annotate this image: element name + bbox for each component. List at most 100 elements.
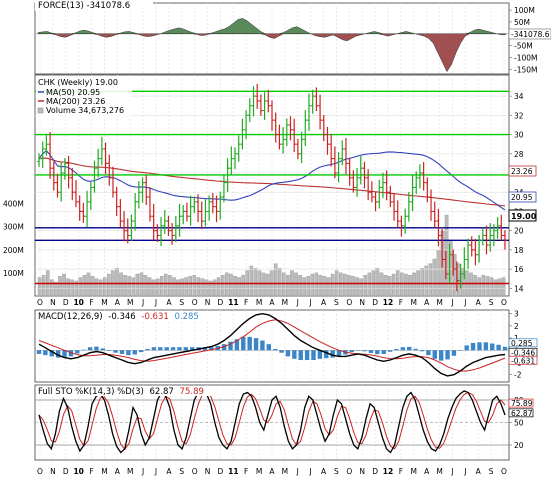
volume-bar	[428, 263, 433, 297]
volume-legend-swatch	[37, 107, 44, 114]
volume-bar	[98, 279, 103, 297]
ma50-line	[38, 149, 506, 211]
volume-bar	[212, 279, 217, 297]
volume-bar	[62, 273, 66, 297]
month-tick-label: O	[346, 298, 352, 307]
volume-bar	[282, 272, 286, 297]
volume-bar	[420, 268, 424, 297]
macd-panel: 3210-1-2 MACD(12,26,9) -0.346 -0.631 0.2…	[34, 309, 538, 383]
volume-bar	[184, 277, 188, 297]
volume-bar	[102, 277, 107, 297]
month-tick-label: S	[179, 467, 184, 476]
volume-bar	[188, 276, 192, 297]
volume-bar	[367, 272, 372, 297]
month-tick-label: J	[450, 298, 453, 307]
macd-histogram-bar	[247, 336, 252, 351]
force-tick-label: -50M	[514, 42, 533, 51]
month-tick-label: S	[179, 298, 184, 307]
month-tick-label: O	[192, 467, 198, 476]
month-tick-label: M	[127, 467, 133, 476]
ma50-path	[38, 149, 506, 211]
month-tick-label: M	[411, 467, 417, 476]
volume-y-axis: 400M 300M 200M 100M	[3, 200, 24, 278]
month-tick-label: N	[359, 298, 365, 307]
volume-bar	[164, 273, 168, 297]
volume-bar	[318, 275, 323, 297]
month-tick-label: S	[334, 467, 339, 476]
month-tick-label: O	[501, 298, 507, 307]
last-close-label: 19.00	[511, 212, 537, 221]
month-tick-label: O	[37, 467, 43, 476]
force-value-flag	[508, 28, 551, 40]
month-tick-label: D	[372, 467, 378, 476]
month-tick-label: 12	[383, 298, 393, 307]
macd-histogram-bar	[483, 342, 489, 351]
month-tick-label: M	[282, 298, 288, 307]
macd-histogram-bar	[164, 347, 169, 351]
month-tick-label: D	[218, 298, 224, 307]
macd-histogram-bar	[151, 347, 157, 351]
volume-bar	[436, 249, 441, 297]
macd-histogram-bar	[209, 347, 214, 351]
volume-bar	[253, 268, 258, 297]
macd-histogram-bar	[260, 340, 265, 351]
macd-histogram-bar	[202, 347, 208, 351]
price-tick-label: 30	[514, 131, 524, 140]
force-tick-label: -150M	[514, 65, 538, 74]
month-tick-label: M	[411, 298, 417, 307]
macd-legend-signal: -0.631	[141, 312, 168, 322]
macd-histogram-bar	[324, 350, 329, 359]
volume-bar	[379, 272, 384, 297]
macd-histogram-bar	[426, 350, 431, 356]
volume-bar	[432, 258, 437, 297]
price-tick-label: 32	[514, 111, 524, 120]
sto-value-label: 75.89	[511, 399, 533, 408]
macd-histogram-bar	[221, 344, 227, 351]
force-tick-label: -100M	[514, 53, 538, 62]
macd-lines	[38, 312, 506, 377]
symbol-legend: CHK (Weekly) 19.00	[38, 78, 118, 87]
volume-bar	[400, 272, 404, 297]
volume-bar	[241, 275, 245, 297]
volume-bar	[286, 275, 290, 297]
month-tick-label: 11	[228, 467, 238, 476]
price-tick-label: 28	[514, 150, 524, 159]
sto-tick-label: 50	[514, 419, 524, 428]
volume-bar	[119, 272, 123, 297]
volume-bar	[375, 268, 380, 297]
volume-bar	[90, 276, 95, 297]
macd-histogram-bar	[62, 350, 67, 358]
ma50-legend: MA(50) 20.95	[46, 88, 100, 97]
month-tick-label: N	[359, 467, 365, 476]
macd-legend-box	[36, 311, 218, 321]
macd-histogram-bar	[496, 344, 501, 351]
volume-bar	[306, 276, 311, 297]
month-tick-label: N	[50, 467, 56, 476]
month-tick-label: J	[296, 467, 299, 476]
month-tick-label: O	[192, 298, 198, 307]
volume-tick-label: 200M	[3, 246, 24, 255]
volume-bar	[180, 278, 184, 297]
macd-value-flag	[508, 355, 538, 365]
force-tick-label: 100M	[514, 6, 535, 15]
month-tick-label: 10	[73, 467, 83, 476]
month-tick-label: D	[63, 467, 69, 476]
macd-legend-name: MACD(12,26,9)	[38, 312, 103, 322]
macd-tick-label: -2	[514, 371, 522, 380]
month-tick-label: J	[296, 298, 299, 307]
volume-bar	[473, 275, 477, 297]
month-tick-label: A	[166, 467, 172, 476]
volume-bar	[314, 272, 319, 297]
macd-value-label: -0.346	[511, 348, 535, 357]
volume-bar	[363, 275, 367, 297]
volume-bar	[82, 275, 87, 297]
month-tick-label: N	[205, 298, 211, 307]
macd-histogram-bar	[183, 347, 189, 351]
macd-histogram-bar	[49, 350, 54, 357]
volume-bar	[310, 273, 315, 297]
month-tick-label: F	[244, 467, 248, 476]
volume-bar	[86, 272, 91, 297]
macd-histogram-bar	[432, 350, 437, 359]
macd-histogram-bar	[458, 350, 463, 351]
macd-histogram-bar	[407, 346, 412, 351]
